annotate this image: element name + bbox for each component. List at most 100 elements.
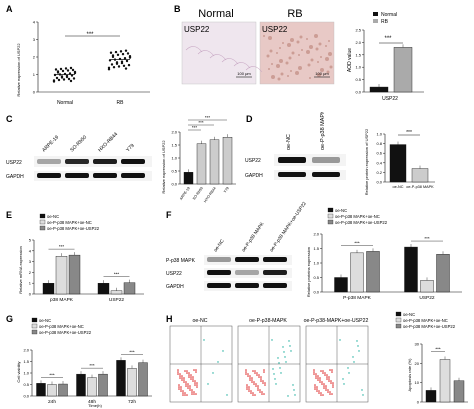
- flow-event: [249, 379, 251, 381]
- f-bar-1-1: [420, 280, 434, 293]
- flow-event: [315, 377, 317, 379]
- flow-event: [190, 378, 192, 380]
- flow-event: [264, 384, 266, 386]
- e-xcat: USP22: [109, 297, 125, 303]
- scatter-point: [121, 52, 125, 56]
- flow-event: [256, 372, 258, 374]
- bar-d-oenc: [389, 144, 407, 183]
- scatter-point: [109, 51, 113, 54]
- flow-event: [331, 369, 333, 371]
- flow-event: [183, 379, 185, 381]
- ihc-stain-dot: [290, 70, 292, 72]
- flow-event-apoptotic: [294, 394, 296, 396]
- flow-event: [183, 377, 185, 379]
- flow-event: [329, 391, 331, 393]
- band-c-gapdh: [65, 173, 89, 178]
- scatter-point: [69, 79, 73, 83]
- flow-event: [253, 381, 255, 383]
- flow-event: [178, 386, 180, 388]
- flow-event: [254, 370, 256, 372]
- flow-event: [315, 373, 317, 375]
- ihc-stain-dot: [268, 36, 272, 40]
- flow-event: [260, 378, 262, 380]
- h-legend-swatch: [395, 311, 402, 317]
- flow-event: [313, 371, 315, 373]
- scatter-point: [64, 67, 68, 70]
- flow-event-apoptotic: [275, 383, 277, 385]
- flow-event: [319, 379, 321, 381]
- flow-event: [255, 385, 257, 387]
- scatter-point: [66, 69, 70, 72]
- ihc-stain-dot: [309, 77, 311, 79]
- ihc-stain-dot: [301, 49, 303, 51]
- scatter-point: [115, 61, 119, 64]
- flow-event: [317, 375, 319, 377]
- flow-event: [322, 372, 324, 374]
- ihc-stain-dot: [328, 52, 332, 56]
- panel-d: D oe-NC oe-P-p38 MAPK USP22 GAPDH Relativ…: [245, 112, 435, 195]
- flow-event: [332, 382, 334, 384]
- a-ytick-label: 1: [33, 72, 36, 77]
- e-bar-0-2: [68, 254, 81, 295]
- flow-event: [187, 383, 189, 385]
- sig-h: ***: [435, 347, 441, 352]
- scatter-point: [120, 60, 124, 63]
- ihc-stain-dot: [298, 66, 302, 70]
- g-ytick-label: 2.0: [23, 348, 29, 353]
- flow-event: [320, 370, 322, 372]
- scatter-point: [116, 53, 120, 57]
- flow-event: [245, 369, 247, 371]
- g-bar-1-1: [87, 377, 97, 397]
- flow-event: [194, 384, 196, 386]
- f-ytick-label: 1.0: [313, 261, 319, 266]
- ihc-stain-dot: [314, 34, 318, 38]
- flow-event: [315, 375, 317, 377]
- flow-event: [189, 389, 191, 391]
- flow-event-apoptotic: [342, 378, 344, 380]
- xcat-a-0: Normal: [57, 100, 73, 106]
- g-xcat: 72h: [128, 399, 136, 405]
- flow-event: [191, 391, 193, 393]
- h-legend-label: oe-P-p38 MAPK+oe-NC: [403, 318, 448, 323]
- h-ytick-label: 30: [415, 342, 420, 347]
- flow-event: [331, 393, 333, 395]
- flow-event-apoptotic: [274, 378, 276, 380]
- xlabel-b: USP22: [382, 96, 398, 102]
- flow-event: [188, 372, 190, 374]
- panel-letter-f: F: [166, 210, 172, 220]
- scatter-point: [55, 76, 59, 80]
- flow-event: [252, 370, 254, 372]
- scatter-point: [54, 68, 58, 71]
- flow-event: [317, 379, 319, 381]
- flow-event: [254, 372, 256, 374]
- flow-event: [186, 372, 188, 374]
- flow-event: [257, 385, 259, 387]
- e-ytick-label: 5: [29, 238, 32, 243]
- flow-event-apoptotic: [343, 383, 345, 385]
- flow-event: [191, 389, 193, 391]
- ihc-stain-dot: [276, 52, 278, 54]
- ylabel-c: Relative expression of USP22: [161, 140, 166, 194]
- flow-event-apoptotic: [277, 357, 279, 359]
- flow-event: [263, 369, 265, 371]
- scatter-point: [60, 75, 64, 78]
- ihc-stain-dot: [290, 38, 294, 42]
- sig-a: ***: [86, 32, 94, 38]
- flow-event-apoptotic: [339, 339, 341, 341]
- flow-event-apoptotic: [352, 356, 354, 358]
- lane-label-d: oe-P-p38 MAPK: [320, 112, 326, 150]
- flow-event: [327, 389, 329, 391]
- ihc-stain-dot: [306, 50, 310, 54]
- flow-event: [196, 386, 198, 388]
- ihc-tissue-fiber: [221, 58, 239, 65]
- flow-event: [192, 380, 194, 382]
- scatter-point: [122, 64, 126, 68]
- g-bar-2-1: [127, 368, 137, 397]
- g-ytick-label: 1.5: [23, 359, 29, 364]
- ihc-stain-dot: [271, 75, 275, 79]
- ihc-stain-dot: [268, 68, 270, 70]
- g-bar-0-0: [36, 383, 46, 397]
- flow-event: [193, 391, 195, 393]
